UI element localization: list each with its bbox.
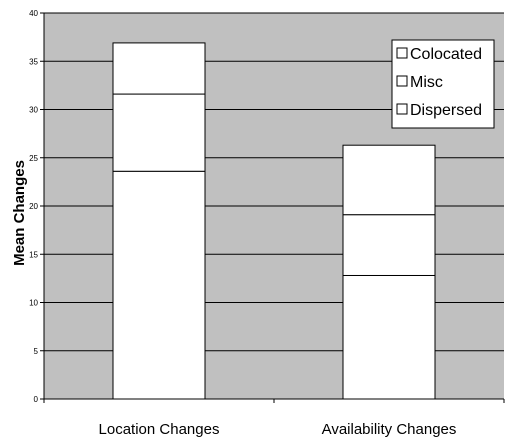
y-tick-label: 25 xyxy=(29,154,38,163)
legend-box xyxy=(391,39,495,129)
bar-segment-misc xyxy=(342,214,436,276)
bar-segment-dispersed xyxy=(342,274,436,400)
y-tick-label: 5 xyxy=(34,347,39,356)
y-axis-ticks: 0 5 10 15 20 25 30 35 40 xyxy=(29,9,44,404)
bar-segment-colocated xyxy=(112,42,206,95)
x-category-label: Location Changes xyxy=(99,421,220,438)
y-tick-label: 20 xyxy=(29,202,38,211)
y-axis-label: Mean Changes xyxy=(11,160,28,266)
legend-label: Misc xyxy=(410,74,443,91)
y-tick-label: 30 xyxy=(29,106,38,115)
legend-label: Dispersed xyxy=(410,102,482,119)
y-tick-label: 40 xyxy=(29,9,38,18)
bars xyxy=(112,42,436,400)
bar-segment-colocated xyxy=(342,144,436,216)
y-tick-label: 10 xyxy=(29,299,38,308)
legend-label: Colocated xyxy=(410,46,482,63)
legend-swatch xyxy=(396,103,408,115)
legend-swatch xyxy=(396,75,408,87)
legend-swatch xyxy=(396,47,408,59)
y-tick-label: 0 xyxy=(34,395,39,404)
legend: Colocated Misc Dispersed xyxy=(391,39,495,129)
y-tick-label: 15 xyxy=(29,250,38,259)
bar-segment-misc xyxy=(112,93,206,172)
x-category-label: Availability Changes xyxy=(322,421,457,438)
bar-segment-dispersed xyxy=(112,170,206,400)
y-tick-label: 35 xyxy=(29,57,38,66)
x-axis-categories: Location Changes Availability Changes xyxy=(43,399,505,438)
